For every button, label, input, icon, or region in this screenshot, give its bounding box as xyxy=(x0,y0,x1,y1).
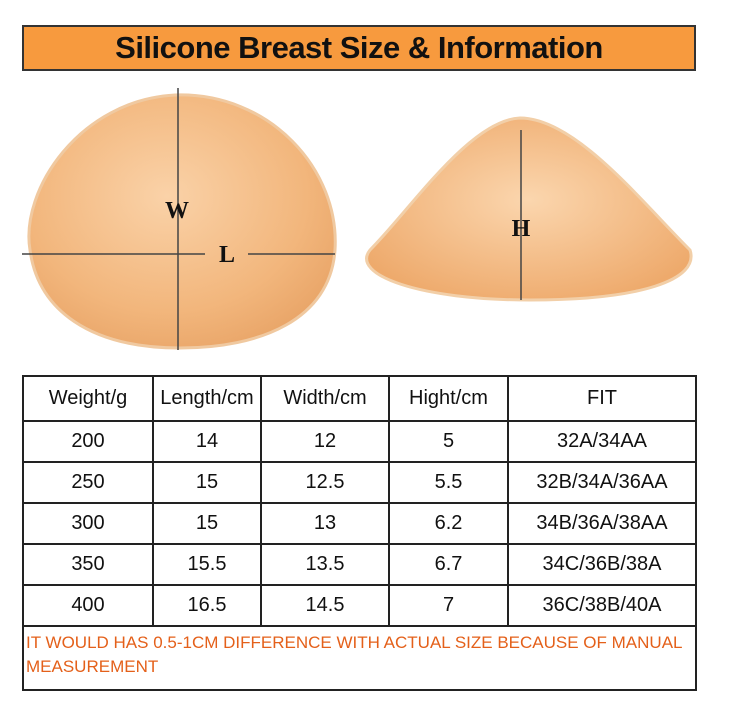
table-cell: 32B/34A/36AA xyxy=(507,461,697,504)
table-cell: 16.5 xyxy=(152,584,262,627)
title-banner: Silicone Breast Size & Information xyxy=(22,25,696,71)
table-cell: 6.7 xyxy=(388,543,509,586)
width-label: W xyxy=(165,198,189,224)
size-table: Weight/g Length/cm Width/cm Hight/cm FIT 200 1… xyxy=(22,375,697,691)
column-header: Length/cm xyxy=(152,375,262,422)
note: IT WOULD HAS 0.5-1CM DIFFERENCE WITH ACT… xyxy=(22,625,697,691)
table-row: 350 15.5 13.5 6.7 34C/36B/38A xyxy=(22,543,697,586)
table-cell: 6.2 xyxy=(388,502,509,545)
breast-form-side xyxy=(365,116,693,302)
table-cell: 400 xyxy=(22,584,154,627)
table-row: 300 15 13 6.2 34B/36A/38AA xyxy=(22,502,697,545)
diagram: W L H xyxy=(22,88,693,350)
table-cell: 15.5 xyxy=(152,543,262,586)
table-cell: 15 xyxy=(152,502,262,545)
table-cell: 12.5 xyxy=(260,461,390,504)
table-cell: 200 xyxy=(22,420,154,463)
table-cell: 5.5 xyxy=(388,461,509,504)
table-cell: 13 xyxy=(260,502,390,545)
table-cell: 300 xyxy=(22,502,154,545)
table-row: 250 15 12.5 5.5 32B/34A/36AA xyxy=(22,461,697,504)
header-row: Weight/g Length/cm Width/cm Hight/cm FIT xyxy=(22,375,697,422)
table-cell: 36C/38B/40A xyxy=(507,584,697,627)
table-cell: 15 xyxy=(152,461,262,504)
table-cell: 14.5 xyxy=(260,584,390,627)
table-cell: 13.5 xyxy=(260,543,390,586)
table-cell: 14 xyxy=(152,420,262,463)
column-header: Weight/g xyxy=(22,375,154,422)
table-cell: 5 xyxy=(388,420,509,463)
table-cell: 350 xyxy=(22,543,154,586)
table-row: 200 14 12 5 32A/34AA xyxy=(22,420,697,463)
height-label: H xyxy=(512,216,531,242)
column-header: FIT xyxy=(507,375,697,422)
table-cell: 34B/36A/38AA xyxy=(507,502,697,545)
table-cell: 34C/36B/38A xyxy=(507,543,697,586)
table-body: Weight/g Length/cm Width/cm Hight/cm FIT 200 1… xyxy=(22,375,697,691)
table-cell: 7 xyxy=(388,584,509,627)
column-header: Hight/cm xyxy=(388,375,509,422)
length-label: L xyxy=(219,242,235,268)
note-row: IT WOULD HAS 0.5-1CM DIFFERENCE WITH ACT… xyxy=(22,625,697,691)
table-row: 400 16.5 14.5 7 36C/38B/40A xyxy=(22,584,697,627)
table-cell: 12 xyxy=(260,420,390,463)
table-cell: 32A/34AA xyxy=(507,420,697,463)
table-cell: 250 xyxy=(22,461,154,504)
column-header: Width/cm xyxy=(260,375,390,422)
breast-form-top xyxy=(27,93,337,350)
